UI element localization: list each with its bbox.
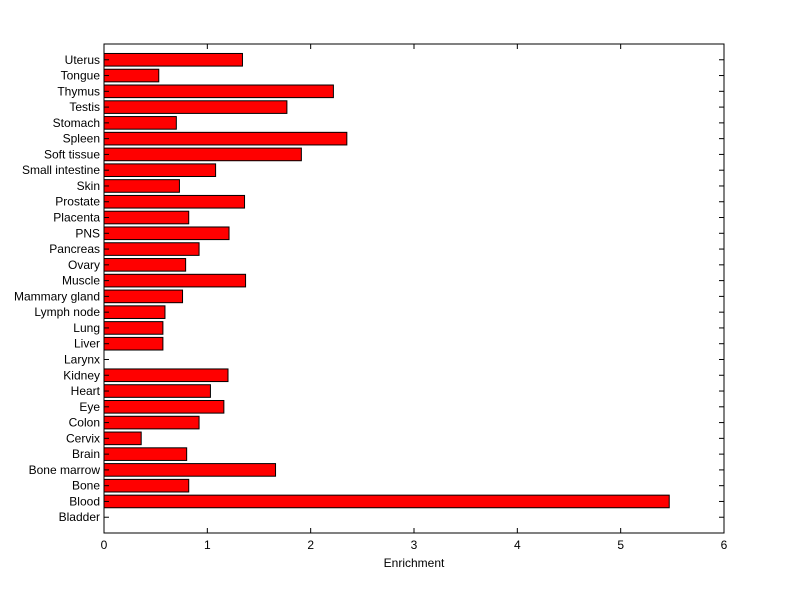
bar-stomach: [103, 116, 177, 130]
y-tick-label: Testis: [69, 100, 100, 114]
x-axis-label: Enrichment: [384, 556, 445, 570]
y-tick-label: Mammary gland: [14, 289, 100, 303]
y-tick-label: Bladder: [59, 510, 100, 524]
plot-frame: [103, 43, 725, 534]
bar-ovary: [103, 258, 187, 272]
y-tick-label: Brain: [72, 447, 100, 461]
bar-liver: [103, 336, 164, 351]
y-tick-label: Kidney: [63, 368, 100, 382]
y-tick-label: Muscle: [62, 274, 100, 288]
y-tick-label: Soft tissue: [44, 147, 100, 161]
bar-skin: [103, 179, 180, 193]
y-tick-label: Heart: [71, 384, 101, 398]
bar-lymph-node: [103, 305, 166, 319]
y-tick-label: Small intestine: [22, 163, 100, 177]
bar-pns: [103, 226, 230, 241]
bar-soft-tissue: [103, 147, 302, 162]
y-tick-label: Tongue: [61, 69, 101, 83]
y-tick-label: Liver: [74, 337, 100, 351]
bar-thymus: [103, 84, 334, 99]
x-tick-label: 2: [307, 538, 314, 552]
bar-heart: [103, 384, 211, 398]
y-tick-label: Blood: [69, 494, 100, 508]
y-tick-label: PNS: [75, 226, 100, 240]
y-tick-label: Placenta: [53, 211, 100, 225]
bar-prostate: [103, 194, 246, 209]
y-tick-label: Uterus: [65, 53, 100, 67]
bar-pancreas: [103, 242, 200, 256]
y-tick-label: Colon: [69, 416, 100, 430]
x-tick-label: 5: [617, 538, 624, 552]
bar-small-intestine: [103, 163, 217, 178]
y-tick-label: Skin: [77, 179, 100, 193]
bar-bone-marrow: [103, 463, 277, 477]
bar-bone: [103, 478, 190, 493]
bar-tongue: [103, 68, 160, 83]
x-axis: 0 1 2 3 4 5 6: [101, 44, 728, 552]
bar-spleen: [103, 131, 348, 146]
y-tick-label: Spleen: [63, 132, 100, 146]
bar-cervix: [103, 431, 142, 446]
x-tick-label: 3: [411, 538, 418, 552]
x-tick-label: 6: [721, 538, 728, 552]
y-tick-label: Cervix: [66, 431, 100, 445]
bar-lung: [103, 321, 164, 335]
y-tick-label: Thymus: [57, 84, 100, 98]
bar-colon: [103, 415, 200, 430]
y-tick-label: Prostate: [55, 195, 100, 209]
bar-eye: [103, 399, 225, 414]
bar-blood: [103, 494, 670, 509]
bars-group: [103, 52, 670, 509]
y-tick-label: Stomach: [53, 116, 100, 130]
y-tick-label: Bone marrow: [29, 463, 101, 477]
y-tick-label: Ovary: [68, 258, 100, 272]
y-tick-label: Lymph node: [34, 305, 100, 319]
bar-kidney: [103, 368, 229, 383]
bar-brain: [103, 447, 188, 461]
bar-testis: [103, 100, 288, 114]
x-tick-label: 1: [204, 538, 211, 552]
bar-placenta: [103, 210, 190, 225]
x-tick-label: 4: [514, 538, 521, 552]
x-tick-label: 0: [101, 538, 108, 552]
y-tick-label: Lung: [73, 321, 100, 335]
y-tick-label: Pancreas: [49, 242, 100, 256]
bar-uterus: [103, 52, 243, 67]
bar-muscle: [103, 273, 247, 288]
bar-mammary-gland: [103, 289, 184, 304]
y-tick-label: Larynx: [64, 352, 100, 366]
y-tick-label: Bone: [72, 479, 100, 493]
y-tick-label: Eye: [79, 400, 100, 414]
